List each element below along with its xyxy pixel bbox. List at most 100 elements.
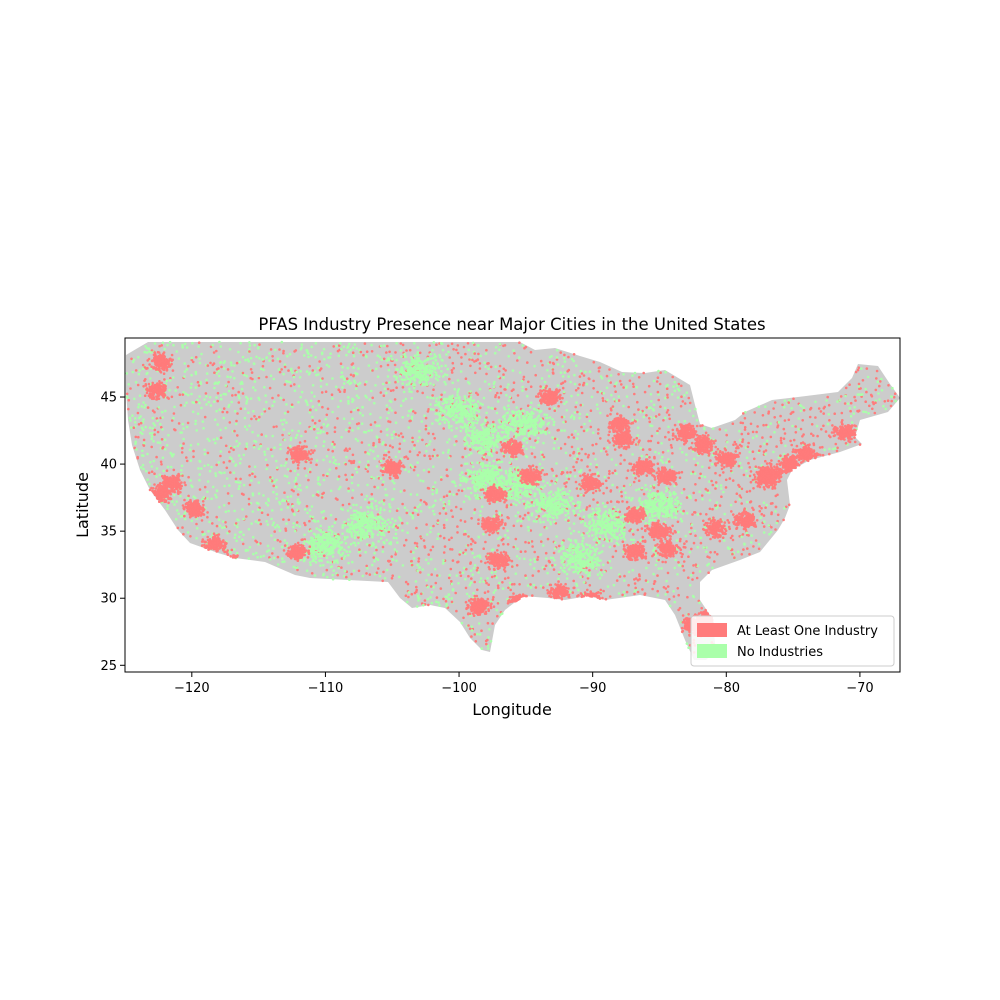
industry-point xyxy=(557,544,561,548)
industry-point xyxy=(484,540,487,544)
no-industry-point xyxy=(217,381,221,384)
no-industry-point xyxy=(446,441,449,444)
no-industry-point xyxy=(375,424,379,428)
no-industry-point xyxy=(416,563,419,567)
no-industry-point xyxy=(588,419,592,423)
industry-point xyxy=(378,438,381,441)
industry-point xyxy=(456,351,460,355)
no-industry-point xyxy=(693,472,697,475)
no-industry-point xyxy=(406,531,409,534)
no-industry-point xyxy=(455,574,459,577)
no-industry-point xyxy=(578,503,581,507)
no-industry-point xyxy=(857,385,861,388)
no-industry-point xyxy=(532,412,535,415)
no-industry-point xyxy=(175,350,178,353)
no-industry-point xyxy=(573,382,577,386)
industry-point xyxy=(496,584,500,587)
no-industry-point xyxy=(640,454,644,458)
no-industry-point xyxy=(310,505,314,508)
industry-point xyxy=(491,598,495,601)
industry-point xyxy=(589,409,593,413)
no-industry-point xyxy=(322,444,325,448)
no-industry-point xyxy=(498,348,501,352)
industry-point xyxy=(631,382,635,386)
industry-point xyxy=(576,457,579,461)
no-industry-point xyxy=(257,418,260,422)
industry-point xyxy=(365,572,368,575)
industry-point xyxy=(557,428,560,432)
no-industry-point xyxy=(257,481,261,484)
no-industry-point xyxy=(577,530,581,534)
industry-point xyxy=(486,621,490,625)
no-industry-point xyxy=(221,520,225,523)
industry-point xyxy=(382,357,386,361)
no-industry-point xyxy=(600,377,604,380)
no-industry-point xyxy=(146,452,149,456)
no-industry-point xyxy=(190,382,193,386)
no-industry-point xyxy=(326,472,330,476)
no-industry-point xyxy=(457,582,460,585)
industry-point xyxy=(388,420,392,424)
no-industry-point xyxy=(492,430,496,434)
no-industry-point xyxy=(185,425,189,429)
no-industry-point xyxy=(222,367,226,370)
no-industry-point xyxy=(517,433,521,437)
no-industry-point xyxy=(168,388,171,392)
industry-point xyxy=(516,359,519,362)
no-industry-point xyxy=(677,420,680,424)
industry-point xyxy=(596,501,599,504)
no-industry-point xyxy=(297,487,300,491)
industry-point xyxy=(769,435,773,439)
industry-point xyxy=(456,531,459,534)
no-industry-point xyxy=(510,416,514,419)
industry-point xyxy=(412,468,416,472)
no-industry-point xyxy=(555,478,559,481)
no-industry-point xyxy=(436,412,440,415)
no-industry-point xyxy=(534,421,537,425)
industry-point xyxy=(604,597,608,601)
no-industry-point xyxy=(191,341,194,345)
no-industry-point xyxy=(233,364,236,367)
no-industry-point xyxy=(526,411,529,414)
industry-point xyxy=(879,380,882,383)
no-industry-point xyxy=(207,400,211,404)
industry-point xyxy=(509,588,512,592)
no-industry-point xyxy=(203,452,207,456)
no-industry-point xyxy=(673,566,676,570)
no-industry-point xyxy=(521,415,525,418)
industry-point xyxy=(159,460,163,464)
no-industry-point xyxy=(555,535,558,538)
no-industry-point xyxy=(527,529,530,532)
no-industry-point xyxy=(325,424,329,428)
industry-point xyxy=(212,351,216,354)
no-industry-point xyxy=(394,421,398,425)
no-industry-point xyxy=(452,493,455,496)
industry-point xyxy=(458,571,462,574)
industry-point xyxy=(799,442,803,445)
industry-point xyxy=(276,538,280,542)
industry-point xyxy=(410,559,413,563)
no-industry-point xyxy=(190,392,193,396)
no-industry-point xyxy=(299,370,303,373)
industry-point xyxy=(451,515,455,518)
no-industry-point xyxy=(738,429,741,433)
no-industry-point xyxy=(300,346,303,349)
no-industry-point xyxy=(328,460,332,464)
industry-point xyxy=(132,426,136,430)
industry-point xyxy=(492,420,495,424)
no-industry-point xyxy=(825,399,828,402)
industry-point xyxy=(484,561,487,565)
industry-point xyxy=(636,590,640,594)
no-industry-point xyxy=(657,369,660,373)
industry-point xyxy=(810,423,814,426)
no-industry-point xyxy=(296,498,300,501)
industry-point xyxy=(657,558,660,562)
industry-point xyxy=(486,597,490,601)
industry-point xyxy=(623,574,626,578)
no-industry-point xyxy=(252,386,255,389)
no-industry-point xyxy=(262,554,266,558)
no-industry-point xyxy=(487,452,490,455)
industry-point xyxy=(221,410,224,414)
industry-point xyxy=(699,512,702,516)
no-industry-point xyxy=(498,418,501,422)
